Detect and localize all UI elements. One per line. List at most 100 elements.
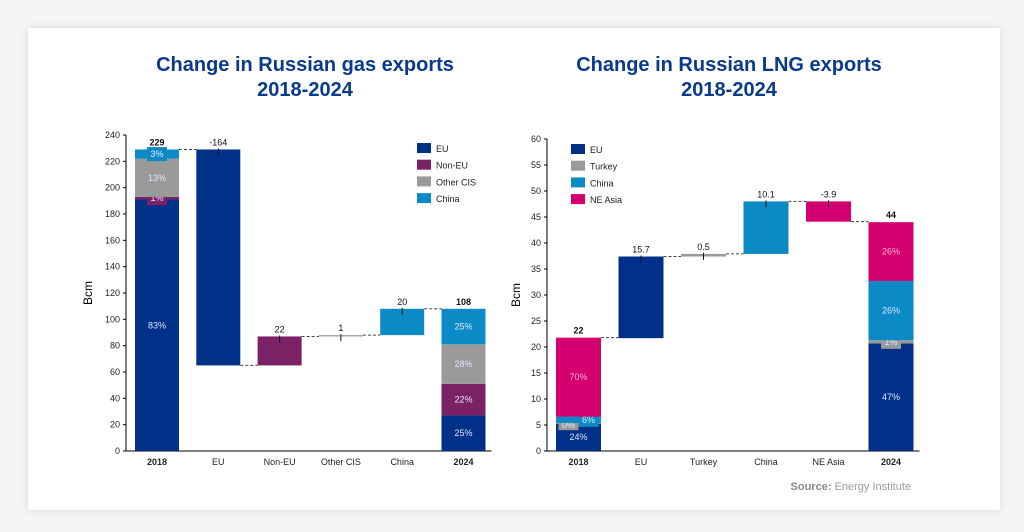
bar-value-label: 22 — [275, 324, 285, 334]
y-tick-label: 220 — [105, 156, 120, 166]
x-tick-label: 2018 — [568, 457, 588, 467]
segment-label: 22% — [454, 395, 472, 405]
y-tick-label: 100 — [105, 314, 120, 324]
x-tick-label: 2018 — [147, 457, 167, 467]
legend-label: Non-EU — [436, 161, 468, 171]
bar-value-label: 44 — [886, 210, 896, 220]
y-axis-label: Bcm — [509, 283, 523, 307]
bar-segment — [868, 343, 914, 451]
y-tick-label: 30 — [531, 290, 541, 300]
y-tick-label: 240 — [105, 130, 120, 140]
bar-segment — [135, 158, 179, 197]
title-line: Change in Russian gas exports — [156, 54, 454, 76]
source-text: Energy Institute — [834, 481, 911, 493]
bar-segment — [556, 337, 601, 417]
legend-label: EU — [436, 144, 449, 154]
bar-segment — [743, 201, 789, 254]
segment-label: 6% — [582, 415, 595, 425]
legend-swatch — [571, 194, 585, 205]
bar-value-label: 0.5 — [697, 242, 710, 252]
segment-label: 28% — [454, 359, 472, 369]
y-tick-label: 0 — [536, 446, 541, 456]
title-line: Change in Russian LNG exports — [576, 54, 882, 76]
legend-label: Turkey — [590, 162, 618, 172]
bar-value-label: 229 — [149, 137, 164, 147]
y-tick-label: 5 — [536, 420, 541, 430]
segment-label: 47% — [882, 392, 900, 402]
legend-swatch — [417, 143, 431, 153]
segment-label: 25% — [454, 322, 472, 332]
legend-label: EU — [590, 145, 603, 155]
x-tick-label: China — [390, 457, 414, 467]
legend-swatch — [571, 144, 585, 154]
y-tick-label: 0 — [115, 446, 120, 456]
segment-label: 25% — [454, 428, 472, 438]
legend-swatch — [571, 160, 585, 171]
y-tick-label: 160 — [105, 235, 120, 245]
y-tick-label: 60 — [531, 134, 541, 144]
x-tick-label: NE Asia — [812, 457, 844, 467]
legend-label: Other CIS — [436, 177, 476, 187]
y-tick-label: 40 — [110, 393, 120, 403]
x-tick-label: Other CIS — [321, 457, 361, 467]
bar-value-label: 22 — [573, 326, 583, 336]
source-label: Source: — [790, 481, 832, 493]
title-line: 2018-2024 — [681, 79, 777, 101]
segment-label-bg — [147, 147, 167, 162]
bar-value-label: -3.9 — [821, 189, 837, 199]
y-tick-label: 25 — [531, 316, 541, 326]
y-tick-label: 140 — [105, 262, 120, 272]
y-tick-label: 10 — [531, 394, 541, 404]
y-tick-label: 45 — [531, 212, 541, 222]
x-tick-label: Turkey — [690, 457, 718, 467]
legend-label: NE Asia — [590, 195, 622, 205]
segment-label: 3% — [150, 149, 163, 159]
legend-label: China — [590, 178, 614, 188]
x-tick-label: Non-EU — [264, 457, 296, 467]
bar-segment — [441, 344, 486, 384]
segment-label: 13% — [148, 173, 166, 183]
bar-segment — [868, 222, 914, 281]
legend-swatch — [417, 159, 431, 170]
bar-segment — [196, 149, 241, 366]
x-tick-label: EU — [635, 457, 648, 467]
y-tick-label: 60 — [110, 367, 120, 377]
segment-label: 1% — [150, 193, 163, 203]
bar-segment — [806, 201, 851, 222]
y-tick-label: 35 — [531, 264, 541, 274]
bar-segment — [441, 308, 486, 345]
y-tick-label: 20 — [110, 420, 120, 430]
bar-value-label: 1 — [338, 323, 343, 333]
segment-label: 1% — [884, 337, 897, 347]
y-tick-label: 20 — [531, 342, 541, 352]
segment-label: 83% — [148, 320, 166, 330]
y-tick-label: 180 — [105, 209, 120, 219]
y-tick-label: 15 — [531, 368, 541, 378]
legend-swatch — [571, 177, 585, 188]
legend-swatch — [417, 193, 431, 204]
segment-label: 0% — [562, 420, 575, 430]
x-tick-label: 2024 — [453, 457, 473, 467]
source-note: Source: Energy Institute — [791, 481, 911, 493]
x-tick-label: EU — [212, 457, 225, 467]
segment-label: 26% — [882, 306, 900, 316]
x-tick-label: 2024 — [881, 457, 901, 467]
bar-value-label: 20 — [397, 297, 407, 307]
chart-title-gas: Change in Russian gas exports 2018-2024 — [95, 53, 515, 103]
title-line: 2018-2024 — [257, 79, 353, 101]
chart-card — [28, 28, 1000, 510]
y-tick-label: 50 — [531, 186, 541, 196]
x-tick-label: China — [754, 457, 778, 467]
bar-segment — [618, 256, 664, 339]
bar-value-label: 108 — [456, 297, 471, 307]
segment-label: 70% — [569, 372, 587, 382]
bar-segment — [135, 199, 179, 451]
bar-value-label: -164 — [209, 137, 227, 147]
y-tick-label: 40 — [531, 238, 541, 248]
bar-segment — [868, 280, 914, 341]
bar-value-label: 15.7 — [632, 245, 650, 255]
bar-segment — [441, 383, 486, 416]
y-tick-label: 120 — [105, 288, 120, 298]
segment-label: 26% — [882, 247, 900, 257]
legend-swatch — [417, 176, 431, 187]
